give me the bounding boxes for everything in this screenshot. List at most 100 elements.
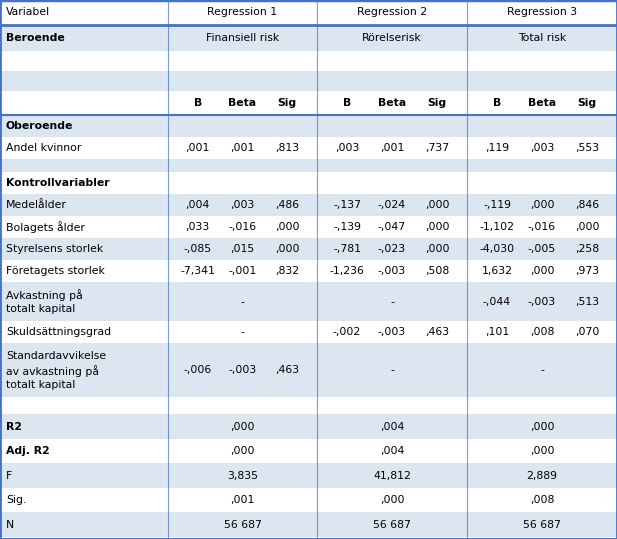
Text: -,003: -,003 [528, 296, 556, 307]
Text: 56 687: 56 687 [523, 520, 561, 530]
Text: ,101: ,101 [485, 327, 509, 337]
Text: -,005: -,005 [528, 244, 556, 254]
Text: ,000: ,000 [575, 222, 599, 232]
Bar [0, 137, 617, 160]
Bar [0, 171, 617, 194]
Text: -,119: -,119 [483, 200, 511, 210]
Text: ,000: ,000 [530, 421, 554, 432]
Text: -,002: -,002 [333, 327, 361, 337]
Text: -,044: -,044 [483, 296, 511, 307]
Text: ,000: ,000 [379, 495, 404, 505]
Text: ,813: ,813 [275, 143, 299, 154]
Text: ,000: ,000 [530, 266, 554, 276]
Text: 41,812: 41,812 [373, 471, 411, 481]
Text: -,085: -,085 [184, 244, 212, 254]
Text: ,000: ,000 [424, 222, 449, 232]
Text: 1,632: 1,632 [481, 266, 513, 276]
Text: B: B [343, 98, 351, 108]
Text: Adj. R2: Adj. R2 [6, 446, 50, 456]
Bar [0, 238, 617, 260]
Bar [0, 321, 617, 343]
Bar [0, 52, 617, 71]
Text: -,781: -,781 [333, 244, 361, 254]
Text: Beta: Beta [378, 98, 406, 108]
Text: ,000: ,000 [230, 421, 255, 432]
Text: -: - [390, 365, 394, 375]
Text: 2,889: 2,889 [526, 471, 558, 481]
Text: ,003: ,003 [230, 200, 255, 210]
Text: Sig.: Sig. [6, 495, 27, 505]
Text: Finansiell risk: Finansiell risk [206, 33, 279, 43]
Text: Beroende: Beroende [6, 33, 65, 43]
Bar [0, 160, 617, 171]
Text: ,033: ,033 [186, 222, 210, 232]
Text: -,003: -,003 [228, 365, 257, 375]
Text: ,000: ,000 [275, 244, 299, 254]
Text: ,008: ,008 [530, 495, 554, 505]
Bar [0, 439, 617, 464]
Bar [0, 282, 617, 321]
Text: ,832: ,832 [275, 266, 299, 276]
Text: Rörelserisk: Rörelserisk [362, 33, 422, 43]
Text: 56 687: 56 687 [223, 520, 262, 530]
Text: F: F [6, 471, 12, 481]
Text: -,001: -,001 [228, 266, 257, 276]
Text: Regression 2: Regression 2 [357, 7, 427, 17]
Text: 3,835: 3,835 [227, 471, 258, 481]
Text: Regression 3: Regression 3 [507, 7, 577, 17]
Text: -,003: -,003 [378, 327, 406, 337]
Bar [0, 194, 617, 216]
Text: -,016: -,016 [228, 222, 257, 232]
Text: ,001: ,001 [230, 495, 255, 505]
Text: -,137: -,137 [333, 200, 361, 210]
Bar [0, 414, 617, 439]
Text: -7,341: -7,341 [180, 266, 215, 276]
Text: Sig: Sig [578, 98, 597, 108]
Text: ,001: ,001 [186, 143, 210, 154]
Text: Beta: Beta [228, 98, 257, 108]
Text: -,006: -,006 [184, 365, 212, 375]
Text: Total risk: Total risk [518, 33, 566, 43]
Text: -1,102: -1,102 [479, 222, 515, 232]
Text: ,846: ,846 [575, 200, 599, 210]
Text: ,000: ,000 [424, 244, 449, 254]
Text: -: - [390, 296, 394, 307]
Bar [0, 464, 617, 488]
Text: Sig: Sig [428, 98, 447, 108]
Text: -,023: -,023 [378, 244, 406, 254]
Text: ,737: ,737 [425, 143, 449, 154]
Text: ,486: ,486 [275, 200, 299, 210]
Text: Andel kvinnor: Andel kvinnor [6, 143, 81, 154]
Bar [0, 91, 617, 115]
Text: ,000: ,000 [275, 222, 299, 232]
Text: B: B [493, 98, 501, 108]
Bar [0, 513, 617, 537]
Text: ,008: ,008 [530, 327, 554, 337]
Text: ,070: ,070 [575, 327, 599, 337]
Text: Skuldsättningsgrad: Skuldsättningsgrad [6, 327, 111, 337]
Text: B: B [194, 98, 202, 108]
Text: Bolagets ålder: Bolagets ålder [6, 221, 85, 233]
Text: -1,236: -1,236 [329, 266, 365, 276]
Text: ,003: ,003 [335, 143, 359, 154]
Text: ,258: ,258 [575, 244, 599, 254]
Text: ,553: ,553 [575, 143, 599, 154]
Text: Beta: Beta [528, 98, 556, 108]
Text: -,003: -,003 [378, 266, 406, 276]
Text: ,119: ,119 [485, 143, 509, 154]
Text: Företagets storlek: Företagets storlek [6, 266, 105, 276]
Bar [0, 115, 617, 137]
Bar [0, 24, 617, 52]
Bar [0, 216, 617, 238]
Text: -: - [241, 327, 244, 337]
Bar [0, 397, 617, 414]
Text: Variabel: Variabel [6, 7, 50, 17]
Text: ,973: ,973 [575, 266, 599, 276]
Text: ,463: ,463 [425, 327, 449, 337]
Text: R2: R2 [6, 421, 22, 432]
Text: -4,030: -4,030 [479, 244, 515, 254]
Text: Standardavvikelse
av avkastning på
totalt kapital: Standardavvikelse av avkastning på total… [6, 351, 106, 390]
Text: ,001: ,001 [230, 143, 255, 154]
Text: ,004: ,004 [380, 421, 404, 432]
Bar [0, 260, 617, 282]
